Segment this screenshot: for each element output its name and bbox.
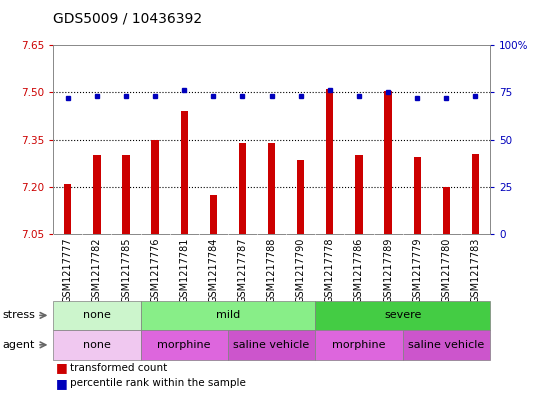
- Text: agent: agent: [3, 340, 35, 350]
- Bar: [413, 157, 421, 234]
- Bar: [210, 195, 217, 234]
- Text: GSM1217780: GSM1217780: [441, 237, 451, 303]
- Text: GSM1217784: GSM1217784: [208, 237, 218, 303]
- Bar: [268, 143, 276, 234]
- Text: GSM1217788: GSM1217788: [267, 237, 277, 303]
- Text: GSM1217777: GSM1217777: [63, 237, 73, 303]
- Text: transformed count: transformed count: [70, 363, 167, 373]
- Text: GSM1217785: GSM1217785: [121, 237, 131, 303]
- Bar: [326, 89, 333, 234]
- Bar: [123, 155, 130, 234]
- Text: none: none: [83, 340, 111, 350]
- Bar: [180, 111, 188, 234]
- Bar: [64, 184, 72, 234]
- Bar: [239, 143, 246, 234]
- Text: severe: severe: [384, 310, 421, 320]
- Text: GSM1217782: GSM1217782: [92, 237, 102, 303]
- Bar: [53, 301, 141, 330]
- Text: GSM1217776: GSM1217776: [150, 237, 160, 303]
- Text: percentile rank within the sample: percentile rank within the sample: [70, 378, 246, 388]
- Text: ■: ■: [56, 377, 68, 390]
- Text: mild: mild: [216, 310, 240, 320]
- Bar: [355, 155, 363, 234]
- Bar: [472, 154, 479, 234]
- Bar: [93, 155, 101, 234]
- Bar: [151, 140, 159, 234]
- Bar: [141, 330, 228, 360]
- Text: morphine: morphine: [332, 340, 386, 350]
- Text: GSM1217789: GSM1217789: [383, 237, 393, 303]
- Text: GSM1217786: GSM1217786: [354, 237, 364, 303]
- Text: stress: stress: [3, 310, 36, 320]
- Bar: [442, 187, 450, 234]
- Bar: [228, 330, 315, 360]
- Bar: [141, 301, 315, 330]
- Text: GSM1217778: GSM1217778: [325, 237, 335, 303]
- Bar: [53, 330, 141, 360]
- Text: ■: ■: [56, 361, 68, 374]
- Text: GSM1217790: GSM1217790: [296, 237, 306, 303]
- Text: GSM1217779: GSM1217779: [412, 237, 422, 303]
- Bar: [315, 330, 403, 360]
- Text: saline vehicle: saline vehicle: [234, 340, 310, 350]
- Text: none: none: [83, 310, 111, 320]
- Text: GDS5009 / 10436392: GDS5009 / 10436392: [53, 12, 202, 26]
- Bar: [384, 91, 391, 234]
- Bar: [297, 160, 305, 234]
- Text: GSM1217787: GSM1217787: [237, 237, 248, 303]
- Bar: [403, 330, 490, 360]
- Text: saline vehicle: saline vehicle: [408, 340, 484, 350]
- Text: GSM1217781: GSM1217781: [179, 237, 189, 303]
- Text: morphine: morphine: [157, 340, 211, 350]
- Text: GSM1217783: GSM1217783: [470, 237, 480, 303]
- Bar: [315, 301, 490, 330]
